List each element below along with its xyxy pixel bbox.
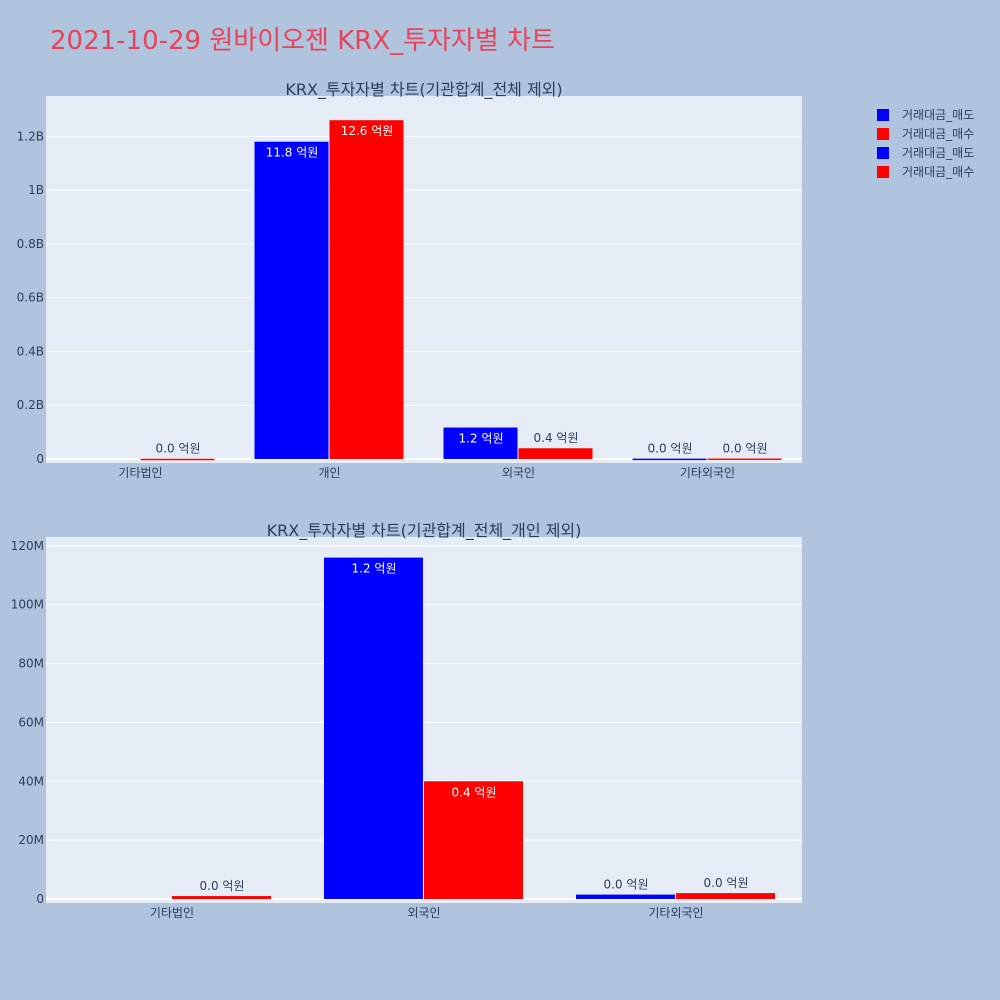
x-tick-label: 외국인 [502,466,535,480]
x-tick-label: 기타법인 [118,466,162,480]
bar[interactable] [576,894,675,899]
y-tick-label: 40M [18,774,44,788]
data-label: 0.0 억원 [648,442,693,456]
plot-area [46,96,802,463]
y-tick-label: 1.2B [17,129,44,143]
y-tick-label: 60M [18,715,44,729]
data-label: 1.2 억원 [459,432,504,446]
data-label: 1.2 억원 [352,562,397,576]
legend-label[interactable]: 거래대금_매도 [902,108,974,122]
x-tick-label: 기타외국인 [648,906,703,920]
data-label: 0.4 억원 [534,431,579,445]
subplot-1: 0 0.2B 0.4B 0.6B 0.8B 1B 1.2B KRX_투자자별 차트(기관합계_… [17,80,802,480]
plots: 0 0.2B 0.4B 0.6B 0.8B 1B 1.2B KRX_투자자별 차트(기관합계_… [11,80,802,920]
legend-label[interactable]: 거래대금_매수 [902,165,974,179]
bar[interactable] [676,893,775,899]
x-tick-label: 기타외국인 [680,466,735,480]
legend-swatch[interactable] [877,147,889,159]
x-tick-label: 개인 [318,466,340,480]
y-tick-label: 20M [18,833,44,847]
bar[interactable] [329,120,404,459]
bar[interactable] [707,458,782,460]
legend-swatch[interactable] [877,166,889,178]
x-tick-label: 기타법인 [150,906,194,920]
y-tick-label: 0 [36,892,44,906]
x-tick-label: 외국인 [407,906,440,920]
bar[interactable] [140,458,215,461]
bar[interactable] [518,448,593,459]
bar[interactable] [324,557,423,899]
subplot-title: KRX_투자자별 차트(기관합계_전체 제외) [285,80,562,100]
bar[interactable] [172,896,271,899]
y-tick-label: 0.8B [17,237,44,251]
y-tick-label: 0.2B [17,398,44,412]
bar[interactable] [424,781,523,899]
subplot-title: KRX_투자자별 차트(기관합계_전체_개인 제외) [267,521,582,541]
data-label: 0.0 억원 [704,876,749,890]
y-tick-label: 100M [11,598,44,612]
data-label: 0.0 억원 [723,441,768,455]
data-label: 0.0 억원 [200,879,245,893]
subplot-2: 0 20M 40M 60M 80M 100M 120M KRX_투자자별 차트(기관합계_전체… [11,521,802,920]
data-label: 0.0 억원 [156,442,201,456]
bar[interactable] [254,141,329,459]
data-label: 0.4 억원 [452,785,497,799]
y-tick-label: 0 [36,452,44,466]
legend-swatch[interactable] [877,109,889,121]
legend-label[interactable]: 거래대금_매수 [902,127,974,141]
legend-swatch[interactable] [877,128,889,140]
y-tick-label: 1B [28,183,44,197]
data-label: 0.0 억원 [604,878,649,892]
y-tick-label: 0.6B [17,291,44,305]
y-tick-label: 80M [18,657,44,671]
data-label: 12.6 억원 [341,124,394,138]
legend-label[interactable]: 거래대금_매도 [902,146,974,160]
page-title: 2021-10-29 원바이오젠 KRX_투자자별 차트 [50,26,555,56]
y-tick-label: 120M [11,539,44,553]
y-tick-label: 0.4B [17,344,44,358]
bar[interactable] [443,427,518,459]
data-label: 11.8 억원 [266,146,319,160]
bar[interactable] [632,458,707,461]
